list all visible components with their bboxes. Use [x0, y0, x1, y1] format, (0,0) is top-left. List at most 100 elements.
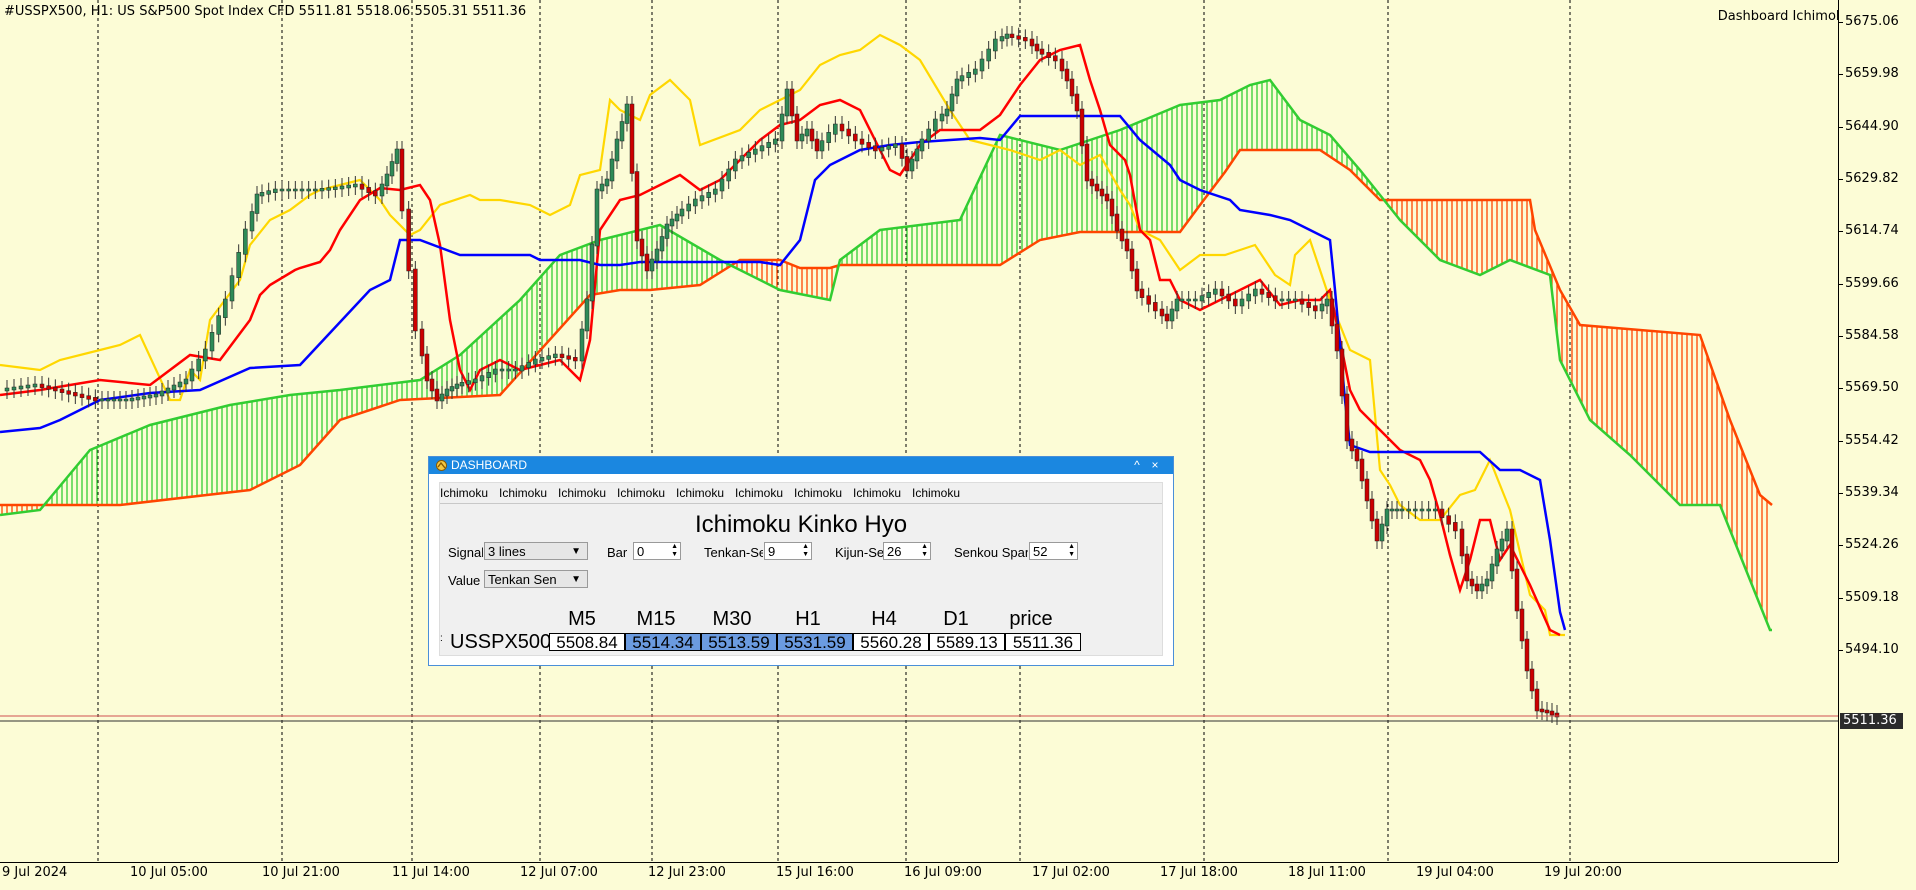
candle-body — [899, 143, 905, 159]
candle-body — [183, 378, 189, 385]
candle-body — [919, 138, 925, 152]
candle-body — [1394, 508, 1400, 512]
tab-4[interactable]: Ichimoku — [617, 486, 666, 500]
spinner-arrows-icon[interactable]: ▲ ▼ — [921, 543, 928, 558]
candle-body — [353, 183, 358, 188]
candle-body — [873, 145, 878, 152]
candle-body — [1053, 55, 1058, 62]
candle-body — [177, 381, 183, 388]
tab-8[interactable]: Ichimoku — [853, 486, 902, 500]
candle-body — [664, 223, 670, 239]
time-tick-label: 18 Jul 11:00 — [1288, 865, 1366, 880]
candle-body — [105, 398, 111, 402]
candle-body — [1324, 298, 1330, 307]
signal-select[interactable]: 3 lines ▼ — [484, 542, 588, 560]
candle-body — [846, 128, 851, 137]
candle-body — [1129, 248, 1135, 272]
price-tick-text: 5659.98 — [1845, 66, 1899, 82]
candle-body — [614, 138, 620, 162]
time-axis[interactable]: 9 Jul 2024 10 Jul 05:00 10 Jul 21:00 11 Jul… — [0, 862, 1838, 886]
tab-3[interactable]: Ichimoku — [558, 486, 607, 500]
candle-body — [46, 385, 51, 390]
kijun-spinner[interactable]: 26 ▲ ▼ — [883, 542, 931, 560]
tab-2[interactable]: Ichimoku — [499, 486, 548, 500]
tab-7[interactable]: Ichimoku — [794, 486, 843, 500]
candle-body — [559, 353, 565, 358]
candle-body — [886, 145, 891, 150]
candle-body — [1389, 508, 1395, 512]
candle-body — [944, 108, 950, 117]
tab-1[interactable]: Ichimoku — [440, 486, 489, 500]
minimize-button[interactable]: ^ — [1134, 458, 1140, 472]
candle-body — [739, 155, 745, 162]
value-cell-h4: 5560.28 — [853, 633, 929, 651]
close-button[interactable]: × — [1151, 458, 1159, 472]
tab-9[interactable]: Ichimoku — [912, 486, 961, 500]
price-axis[interactable]: 5675.06 5659.98 5644.90 5629.82 5614.74 5599.… — [1838, 0, 1916, 862]
time-tick-label: 11 Jul 14:00 — [392, 865, 470, 880]
bar-spinner-value: 0 — [637, 544, 645, 559]
chevron-down-icon: ▼ — [571, 546, 581, 557]
candle-body — [1213, 288, 1218, 295]
tenkan-label: Tenkan-Sen — [704, 545, 763, 560]
tenkan-spinner[interactable]: 9 ▲ ▼ — [764, 542, 812, 560]
value-select[interactable]: Tenkan Sen ▼ — [484, 570, 588, 588]
spinner-arrows-icon[interactable]: ▲ ▼ — [671, 543, 678, 558]
dashboard-titlebar[interactable]: DASHBOARD ^ × — [429, 457, 1173, 474]
candle-body — [373, 190, 378, 197]
candle-body — [634, 171, 640, 242]
candle-body — [619, 121, 625, 142]
candle-body — [789, 88, 795, 117]
time-tick-label: 9 Jul 2024 — [2, 865, 68, 880]
symbol-label: USSPX500 — [450, 631, 552, 653]
candle-body — [879, 147, 885, 152]
spinner-arrows-icon[interactable]: ▲ ▼ — [1068, 543, 1075, 558]
candle-body — [759, 145, 765, 152]
price-tick-label: 5524.26 — [1839, 537, 1899, 552]
value-cell-d1: 5589.13 — [929, 633, 1005, 651]
time-tick-label: 15 Jul 16:00 — [776, 865, 854, 880]
tf-header-m5: M5 — [568, 608, 596, 630]
candle-body — [893, 143, 898, 148]
candle-body — [669, 218, 675, 227]
tf-header-m30: M30 — [712, 608, 752, 630]
candle-body — [979, 58, 985, 72]
senkou-spinner[interactable]: 52 ▲ ▼ — [1029, 542, 1078, 560]
spinner-arrows-icon[interactable]: ▲ ▼ — [802, 543, 809, 558]
tab-6[interactable]: Ichimoku — [735, 486, 784, 500]
time-tick-label: 12 Jul 23:00 — [648, 865, 726, 880]
tf-header-price: price — [1009, 608, 1053, 630]
candle-body — [147, 394, 153, 399]
dashboard-dialog[interactable]: DASHBOARD ^ × Ichimoku Ichimoku Ichimoku… — [428, 456, 1174, 666]
candle-body — [819, 140, 825, 152]
candle-body — [1034, 43, 1040, 52]
candle-body — [784, 88, 790, 117]
candle-body — [659, 236, 665, 252]
candle-body — [1549, 710, 1555, 716]
candle-body — [293, 188, 298, 192]
candle-body — [773, 138, 778, 145]
candle-body — [99, 398, 105, 402]
candle-body — [1109, 198, 1115, 217]
candle-body — [1286, 298, 1291, 302]
candle-body — [59, 388, 65, 393]
tab-5[interactable]: Ichimoku — [676, 486, 725, 500]
candle-body — [526, 362, 531, 368]
candle-body — [1489, 563, 1495, 582]
bar-spinner[interactable]: 0 ▲ ▼ — [633, 542, 681, 560]
candle-body — [249, 211, 255, 232]
candle-body — [833, 123, 838, 135]
tf-header-h1: H1 — [795, 608, 821, 630]
candle-body — [1524, 638, 1530, 672]
candle-body — [799, 133, 805, 142]
candle-body — [1293, 298, 1298, 302]
candle-body — [1259, 288, 1265, 295]
candle-body — [1319, 303, 1325, 312]
candle-body — [573, 357, 578, 362]
candle-body — [203, 348, 208, 362]
candle-body — [1119, 228, 1125, 242]
bar-label: Bar — [607, 545, 628, 560]
candle-body — [189, 368, 195, 382]
